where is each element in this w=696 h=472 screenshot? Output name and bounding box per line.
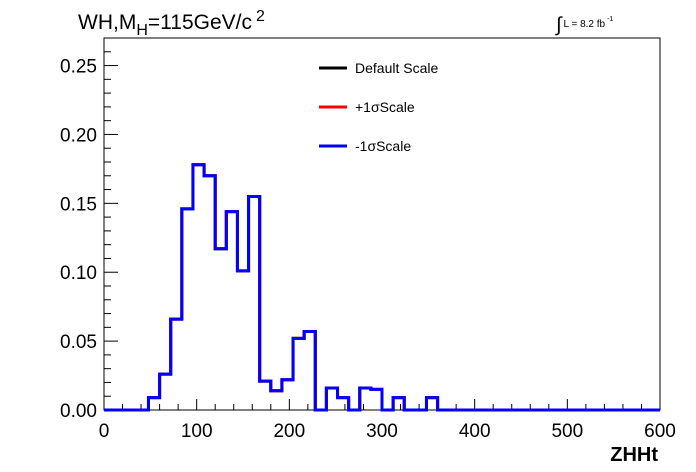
x-axis-label: ZHHt: [610, 444, 658, 466]
x-axis: 0 100 200 300 400 500 600: [99, 399, 676, 442]
x-tick-label: 400: [459, 421, 491, 442]
luminosity-label: ∫ L = 8.2 fb -1: [556, 10, 614, 36]
x-tick-label: 300: [366, 421, 398, 442]
title-process: WH,M: [78, 11, 137, 34]
series-line-2: [104, 163, 660, 412]
chart-title: WH,MH=115GeV/c 2: [78, 8, 265, 40]
x-tick-label: 0: [99, 421, 110, 442]
integral-symbol: ∫: [556, 14, 562, 36]
plot-frame: [103, 37, 661, 411]
legend-label: Default Scale: [355, 60, 438, 76]
x-tick-label: 600: [644, 421, 676, 442]
title-superscript: 2: [256, 8, 265, 25]
x-tick-label: 200: [273, 421, 305, 442]
series-line-1: [104, 163, 660, 412]
title-subscript: H: [136, 22, 148, 39]
legend: Default Scale +1σScale -1σScale: [319, 60, 438, 154]
legend-label: -1σScale: [355, 138, 411, 154]
series-line-3: [104, 163, 660, 412]
title-mass: =115GeV/c: [147, 11, 252, 34]
x-tick-label: 100: [181, 421, 213, 442]
y-tick-label: 0.00: [60, 401, 97, 422]
x-tick-label: 500: [551, 421, 583, 442]
luminosity-text: L = 8.2 fb: [563, 19, 606, 30]
y-axis: 0.00 0.05 0.10 0.15 0.20 0.25: [60, 37, 118, 422]
y-tick-label: 0.15: [60, 194, 97, 215]
luminosity-superscript: -1: [607, 16, 614, 23]
y-tick-label: 0.05: [60, 332, 97, 353]
series-layer: [104, 163, 660, 412]
y-tick-label: 0.25: [60, 57, 97, 78]
y-tick-label: 0.20: [60, 125, 97, 146]
y-tick-label: 0.10: [60, 263, 97, 284]
legend-label: +1σScale: [355, 99, 415, 115]
